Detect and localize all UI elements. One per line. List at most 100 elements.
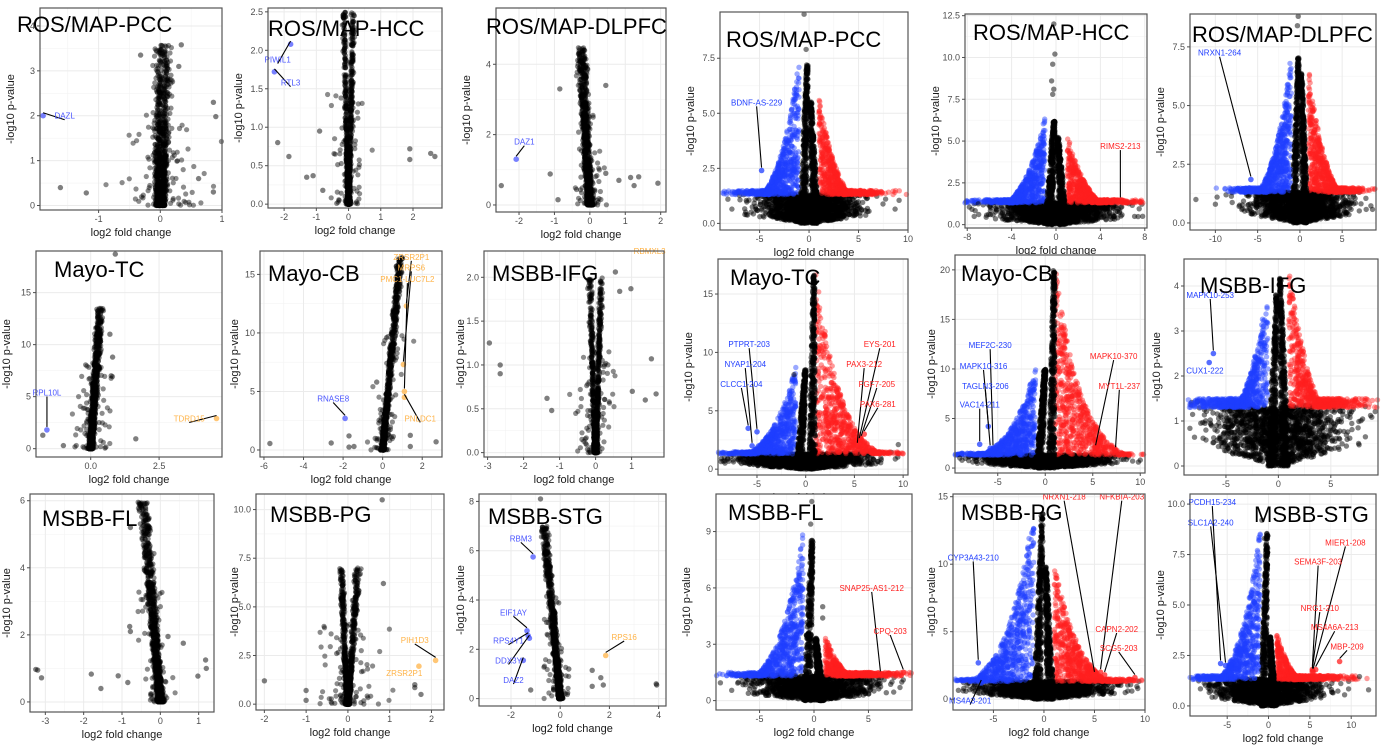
point-ns <box>161 90 167 96</box>
point-ns <box>581 133 587 139</box>
point-ns <box>161 156 168 163</box>
point-ns <box>345 179 351 185</box>
point-ns <box>575 51 581 57</box>
point-ns <box>584 105 590 111</box>
point-ns <box>587 194 593 200</box>
point-ns <box>582 94 589 100</box>
point-ns <box>854 209 860 215</box>
point-ns <box>163 63 169 69</box>
point-down <box>784 184 790 190</box>
point-ns <box>586 202 592 208</box>
point-ns <box>152 192 158 198</box>
point-ns <box>154 186 160 192</box>
point-ns <box>153 87 159 93</box>
point-ns <box>579 97 585 103</box>
point-ns <box>344 121 350 127</box>
annotation-leader-line <box>274 68 291 87</box>
point-ns <box>156 80 163 86</box>
point-ns <box>153 97 159 103</box>
point-ns <box>347 188 353 195</box>
point-ns <box>590 196 596 202</box>
point-ns <box>160 202 166 208</box>
point-ns <box>344 185 350 191</box>
point-ns <box>153 114 159 120</box>
point-ns <box>349 18 355 24</box>
y-axis-title: -log10 p-value <box>233 73 245 143</box>
point-ns <box>165 77 171 83</box>
point-ns <box>585 116 591 122</box>
point-ns <box>157 136 163 142</box>
point-ns <box>588 201 594 207</box>
point-ns <box>588 183 594 189</box>
point-ns <box>345 201 351 207</box>
point-ns <box>161 141 167 147</box>
point-ns <box>156 193 162 199</box>
point-down <box>787 126 793 132</box>
point-down <box>749 188 755 194</box>
point-ns <box>343 201 349 207</box>
point-down <box>768 183 774 190</box>
point-ns <box>583 103 589 109</box>
point-ns <box>345 172 351 178</box>
point-ns <box>346 200 352 206</box>
point-down <box>794 182 800 189</box>
point-ns <box>154 171 160 177</box>
point-ns <box>350 20 356 26</box>
point-ns <box>345 199 351 205</box>
point-ns <box>592 187 598 193</box>
point-ns <box>344 197 350 203</box>
point-ns <box>155 99 161 105</box>
point-ns <box>152 117 158 123</box>
point-down <box>778 155 785 161</box>
point-ns <box>344 168 350 174</box>
point-ns <box>581 95 587 101</box>
point-ns <box>160 143 166 149</box>
point-ns <box>169 175 175 181</box>
point-ns <box>584 177 590 183</box>
point-ns <box>585 139 591 145</box>
point-ns <box>341 31 347 38</box>
point-ns <box>160 130 166 136</box>
point-ns <box>157 194 163 201</box>
point-down <box>775 170 782 176</box>
point-ns <box>154 197 160 203</box>
point-ns <box>585 144 591 150</box>
point-ns <box>588 198 594 204</box>
point-down <box>778 189 784 196</box>
point-ns <box>584 189 590 195</box>
point-ns <box>162 148 168 154</box>
point-down <box>787 112 794 119</box>
point-ns <box>158 46 164 53</box>
point-ns <box>158 201 164 207</box>
point-ns <box>347 175 353 181</box>
point-ns <box>340 12 346 19</box>
point-ns <box>155 197 162 203</box>
point-down <box>792 96 798 103</box>
point-down <box>779 190 785 196</box>
point-ns <box>345 200 351 206</box>
point-ns <box>348 108 354 115</box>
point-ns <box>347 151 353 158</box>
point-ns <box>345 181 351 187</box>
point-down <box>782 168 788 174</box>
point-ns <box>343 132 349 138</box>
point-ns <box>151 120 157 126</box>
point-down <box>794 170 800 176</box>
point-ns <box>344 106 350 112</box>
point-down <box>733 189 739 196</box>
point-ns <box>584 129 590 135</box>
point-ns <box>346 201 352 207</box>
point-ns <box>343 14 349 20</box>
point-ns <box>585 139 591 145</box>
point-ns <box>349 98 355 104</box>
point-ns <box>744 199 750 205</box>
point-ns <box>758 190 764 196</box>
point-down <box>795 116 801 122</box>
point-down <box>784 178 791 184</box>
point-ns <box>156 202 162 208</box>
point-ns <box>345 201 351 207</box>
point-down <box>764 189 770 196</box>
point-ns <box>156 188 162 194</box>
point-ns <box>344 161 350 167</box>
